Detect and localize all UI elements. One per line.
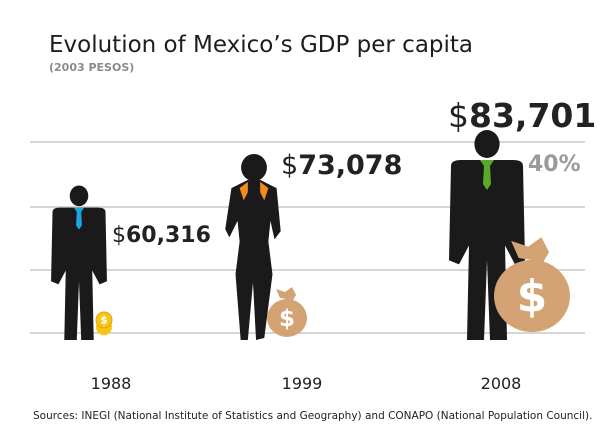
value-label-2008: $83,701 [448, 96, 596, 135]
growth-annotation: 40% [528, 152, 581, 177]
figure-head [69, 185, 89, 207]
x-tick-1988: 1988 [91, 374, 132, 393]
figure-collar [239, 181, 269, 201]
figure-head [241, 153, 267, 182]
svg-text:$83,701: $83,701 [448, 96, 596, 135]
chart-subtitle: (2003 PESOS) [49, 61, 134, 74]
value-label-1988: $60,316 [112, 223, 211, 248]
figure-tie [73, 207, 85, 230]
money-bag-icon-1999: $ [267, 287, 307, 337]
chart-title: Evolution of Mexico’s GDP per capita [49, 32, 473, 58]
x-tick-1999: 1999 [282, 374, 323, 393]
svg-text:$73,078: $73,078 [281, 150, 402, 181]
svg-text:$: $ [517, 271, 547, 322]
x-tick-2008: 2008 [481, 374, 522, 393]
svg-text:$60,316: $60,316 [112, 223, 211, 248]
figures: $ $ $ [51, 130, 570, 340]
svg-text:$: $ [100, 315, 107, 327]
figure-1988 [51, 185, 107, 340]
money-bag-icon-2008: $ [494, 237, 570, 333]
figure-head [474, 130, 500, 158]
figure-tie [480, 160, 494, 190]
value-label-1999: $73,078 [281, 150, 402, 181]
svg-text:$: $ [279, 306, 295, 332]
figure-body [51, 207, 107, 340]
source-note: Sources: INEGI (National Institute of St… [33, 410, 592, 422]
figure-1999 [225, 153, 281, 340]
figure-body [225, 179, 281, 340]
coin-icon: $ [95, 311, 113, 336]
